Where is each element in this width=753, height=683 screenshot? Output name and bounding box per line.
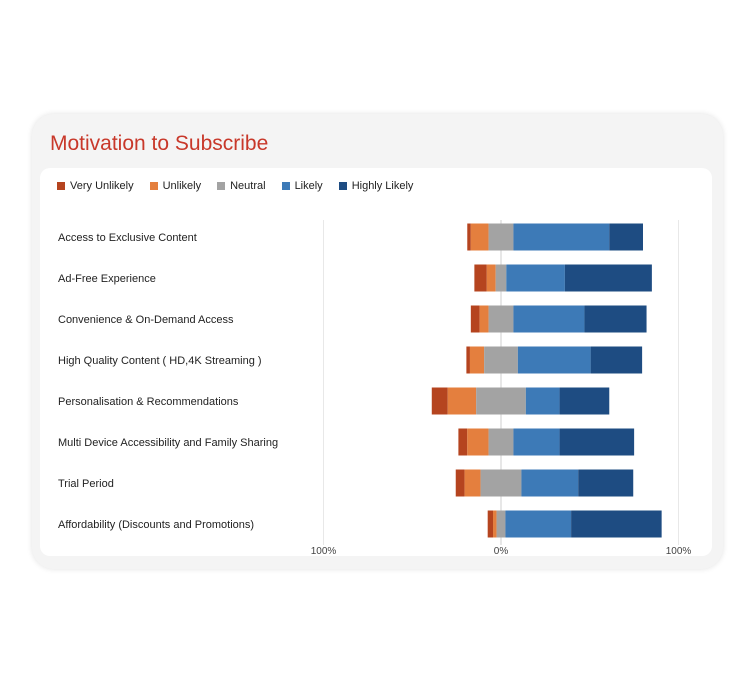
category-label: Personalisation & Recommendations bbox=[58, 396, 239, 408]
tick-label: 0% bbox=[494, 546, 509, 556]
bar-segment bbox=[513, 428, 560, 456]
category-label: Convenience & On-Demand Access bbox=[58, 314, 234, 326]
bar-segment bbox=[488, 305, 514, 333]
bar-segment bbox=[488, 223, 514, 251]
category-label: Multi Device Accessibility and Family Sh… bbox=[58, 437, 278, 449]
bar-segment bbox=[578, 469, 634, 497]
bar-segment bbox=[564, 264, 652, 292]
tick-label: 100% bbox=[311, 546, 337, 556]
legend-swatch bbox=[217, 182, 226, 190]
bar-segment bbox=[431, 387, 448, 415]
bar-segment bbox=[505, 510, 572, 538]
legend-item: Likely bbox=[281, 180, 323, 192]
legend-item: Unlikely bbox=[149, 180, 202, 192]
legend-item: Neutral bbox=[217, 180, 266, 192]
bar-segment bbox=[517, 346, 591, 374]
bar-segment bbox=[470, 223, 489, 251]
category-label: Affordability (Discounts and Promotions) bbox=[58, 519, 254, 531]
bar-segment bbox=[513, 223, 610, 251]
bar-segment bbox=[464, 469, 481, 497]
stacked-bar-chart: Access to Exclusive Content Ad-Free Exper… bbox=[58, 220, 692, 556]
bar-segment bbox=[609, 223, 643, 251]
bar-segment bbox=[447, 387, 477, 415]
bar-segment bbox=[484, 346, 518, 374]
legend-label: Neutral bbox=[230, 180, 266, 192]
legend-swatch bbox=[338, 182, 347, 190]
legend-label: Very Unlikely bbox=[70, 180, 134, 192]
legend-label: Unlikely bbox=[162, 180, 202, 192]
bar-segment bbox=[495, 264, 507, 292]
bar-segment bbox=[455, 469, 465, 497]
bar-segment bbox=[571, 510, 662, 538]
category-label: Access to Exclusive Content bbox=[58, 232, 197, 244]
legend-item: Highly Likely bbox=[338, 180, 414, 192]
legend-swatch bbox=[149, 182, 158, 190]
bar-segment bbox=[470, 305, 480, 333]
bar-segment bbox=[458, 428, 468, 456]
bar-segment bbox=[474, 264, 487, 292]
bar-segment bbox=[513, 305, 585, 333]
bar-segment bbox=[521, 469, 579, 497]
tick-label: 100% bbox=[666, 546, 692, 556]
bar-segment bbox=[467, 428, 489, 456]
bar-segment bbox=[525, 387, 560, 415]
bar-segment bbox=[559, 387, 610, 415]
bar-segment bbox=[559, 428, 635, 456]
bar-segment bbox=[480, 469, 522, 497]
category-label: Trial Period bbox=[58, 478, 114, 490]
bar-segment bbox=[479, 305, 489, 333]
category-label: Ad-Free Experience bbox=[58, 273, 156, 285]
bar-segment bbox=[584, 305, 647, 333]
legend-label: Highly Likely bbox=[351, 180, 414, 192]
bar-segment bbox=[488, 428, 514, 456]
chart-card: Motivation to Subscribe Access to Exclus… bbox=[32, 114, 723, 569]
legend-swatch bbox=[57, 182, 65, 190]
bar-segment bbox=[506, 264, 565, 292]
chart-legend: Very Unlikely Unlikely Neutral Likely Highly… bbox=[57, 180, 413, 192]
legend-label: Likely bbox=[294, 180, 323, 192]
bar-segment bbox=[486, 264, 496, 292]
legend-swatch bbox=[281, 182, 290, 190]
bar-segment bbox=[487, 510, 494, 538]
bar-segment bbox=[476, 387, 526, 415]
bar-segment bbox=[493, 510, 497, 538]
legend-item: Very Unlikely bbox=[57, 180, 134, 192]
chart-panel: Access to Exclusive Content Ad-Free Exper… bbox=[40, 168, 712, 556]
bar-segment bbox=[496, 510, 506, 538]
bar-segment bbox=[469, 346, 485, 374]
bar-segment bbox=[590, 346, 643, 374]
category-label: High Quality Content ( HD,4K Streaming ) bbox=[58, 355, 262, 367]
bar-segment bbox=[467, 223, 471, 251]
bar-segment bbox=[466, 346, 470, 374]
chart-title: Motivation to Subscribe bbox=[50, 132, 269, 155]
